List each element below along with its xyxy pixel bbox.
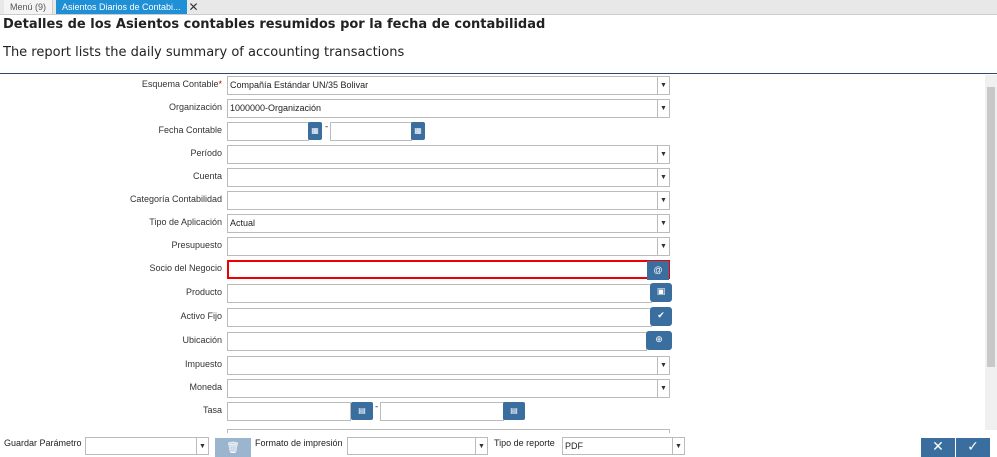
label: Moneda <box>189 382 222 392</box>
formato-label: Formato de impresión <box>255 438 343 448</box>
impuesto-select[interactable]: ▼ <box>227 356 670 375</box>
categoria-select[interactable]: ▼ <box>227 191 670 210</box>
chevron-down-icon[interactable]: ▼ <box>672 438 684 454</box>
label: Cuenta <box>192 171 222 181</box>
asset-icon[interactable]: ✔ <box>650 307 672 326</box>
label: Organización <box>168 102 222 112</box>
label: Fecha Contable <box>158 125 222 135</box>
separator: - <box>325 122 329 132</box>
calendar-icon[interactable]: ▦ <box>308 122 322 140</box>
row-fecha: Fecha Contable ▦ - ▦ <box>0 122 680 141</box>
fecha-hasta-input[interactable] <box>330 122 412 141</box>
chevron-down-icon[interactable]: ▼ <box>657 215 669 232</box>
calendar-icon[interactable]: ▦ <box>411 122 425 140</box>
presupuesto-select[interactable]: ▼ <box>227 237 670 256</box>
page-subtitle: The report lists the daily summary of ac… <box>3 45 405 60</box>
tab-report[interactable]: Asientos Diarios de Contabi... ✕ <box>56 0 201 14</box>
delete-trash-icon[interactable]: 🗑 <box>215 438 251 457</box>
label: Presupuesto <box>171 240 222 250</box>
periodo-select[interactable]: ▼ <box>227 145 670 164</box>
formato-select[interactable]: ▼ <box>347 437 488 455</box>
bottom-bar: Guardar Parámetro ▼ 🗑 Formato de impresi… <box>0 433 997 457</box>
chevron-down-icon[interactable]: ▼ <box>657 192 669 209</box>
fecha-desde-input[interactable] <box>227 122 309 141</box>
scrollbar-thumb[interactable] <box>987 87 995 367</box>
page-title: Detalles de los Asientos contables resum… <box>3 17 546 32</box>
label: Período <box>190 148 222 158</box>
label: Tipo de Aplicación <box>149 217 222 227</box>
guardar-select[interactable]: ▼ <box>85 437 209 455</box>
activo-input[interactable] <box>227 308 652 327</box>
row-ubicacion: Ubicación ⊕ <box>0 331 680 351</box>
cuenta-select[interactable]: ▼ <box>227 168 670 187</box>
row-periodo: Período ▼ <box>0 145 680 164</box>
producto-input[interactable] <box>227 284 652 303</box>
tasa-hasta-input[interactable] <box>380 402 504 421</box>
tasa-desde-input[interactable] <box>227 402 351 421</box>
location-crosshair-icon[interactable]: ⊕ <box>646 331 672 350</box>
tipo-aplicacion-select[interactable]: Actual ▼ <box>227 214 670 233</box>
at-icon[interactable]: @ <box>647 261 669 280</box>
guardar-label: Guardar Parámetro <box>4 438 82 448</box>
chevron-down-icon[interactable]: ▼ <box>475 438 487 454</box>
product-search-icon[interactable]: ▣ <box>650 283 672 302</box>
chevron-down-icon[interactable]: ▼ <box>657 100 669 117</box>
row-categoria: Categoría Contabilidad ▼ <box>0 191 680 210</box>
label: Impuesto <box>184 359 222 369</box>
label: Esquema Contable* <box>141 79 222 89</box>
row-impuesto: Impuesto ▼ <box>0 356 680 375</box>
chevron-down-icon[interactable]: ▼ <box>657 380 669 397</box>
scrollbar[interactable] <box>985 75 997 430</box>
row-presupuesto: Presupuesto ▼ <box>0 237 680 256</box>
chevron-down-icon[interactable]: ▼ <box>657 238 669 255</box>
chevron-down-icon[interactable]: ▼ <box>657 77 669 94</box>
row-cuenta: Cuenta ▼ <box>0 168 680 187</box>
close-icon[interactable]: ✕ <box>186 0 201 14</box>
tab-menu[interactable]: Menú (9) <box>4 0 54 14</box>
label: Activo Fijo <box>180 311 222 321</box>
divider <box>0 73 997 74</box>
row-moneda: Moneda ▼ <box>0 379 680 398</box>
tab-label: Asientos Diarios de Contabi... <box>62 2 181 12</box>
chevron-down-icon[interactable]: ▼ <box>657 169 669 186</box>
tipo-reporte-select[interactable]: PDF ▼ <box>562 437 685 455</box>
socio-input[interactable]: @ <box>227 260 670 280</box>
label: Ubicación <box>182 335 222 345</box>
row-organizacion: Organización 1000000-Organización ▼ <box>0 99 680 118</box>
chevron-down-icon[interactable]: ▼ <box>657 357 669 374</box>
tab-bar: Menú (9) Asientos Diarios de Contabi... ✕ <box>0 0 997 15</box>
row-tasa: Tasa ▤ - ▤ <box>0 402 680 421</box>
ok-check-icon[interactable]: ✓ <box>956 438 990 457</box>
label: Producto <box>185 287 222 297</box>
calculator-icon[interactable]: ▤ <box>351 402 373 420</box>
row-activo: Activo Fijo ✔ <box>0 307 680 327</box>
cancel-x-icon[interactable]: ✕ <box>921 438 955 457</box>
label: Categoría Contabilidad <box>129 194 222 204</box>
calculator-icon[interactable]: ▤ <box>503 402 525 420</box>
row-producto: Producto ▣ <box>0 283 680 303</box>
label: Socio del Negocio <box>149 263 222 273</box>
separator: - <box>375 402 379 412</box>
tipo-reporte-label: Tipo de reporte <box>494 438 555 448</box>
row-esquema: Esquema Contable* Compañía Estándar UN/35… <box>0 76 680 95</box>
esquema-select[interactable]: Compañía Estándar UN/35 Bolivar ▼ <box>227 76 670 95</box>
moneda-select[interactable]: ▼ <box>227 379 670 398</box>
row-tipo: Tipo de Aplicación Actual ▼ <box>0 214 680 233</box>
chevron-down-icon[interactable]: ▼ <box>196 438 208 454</box>
ubicacion-input[interactable] <box>227 332 647 351</box>
label: Tasa <box>202 405 222 415</box>
row-socio: Socio del Negocio @ <box>0 260 680 280</box>
organizacion-select[interactable]: 1000000-Organización ▼ <box>227 99 670 118</box>
chevron-down-icon[interactable]: ▼ <box>657 146 669 163</box>
